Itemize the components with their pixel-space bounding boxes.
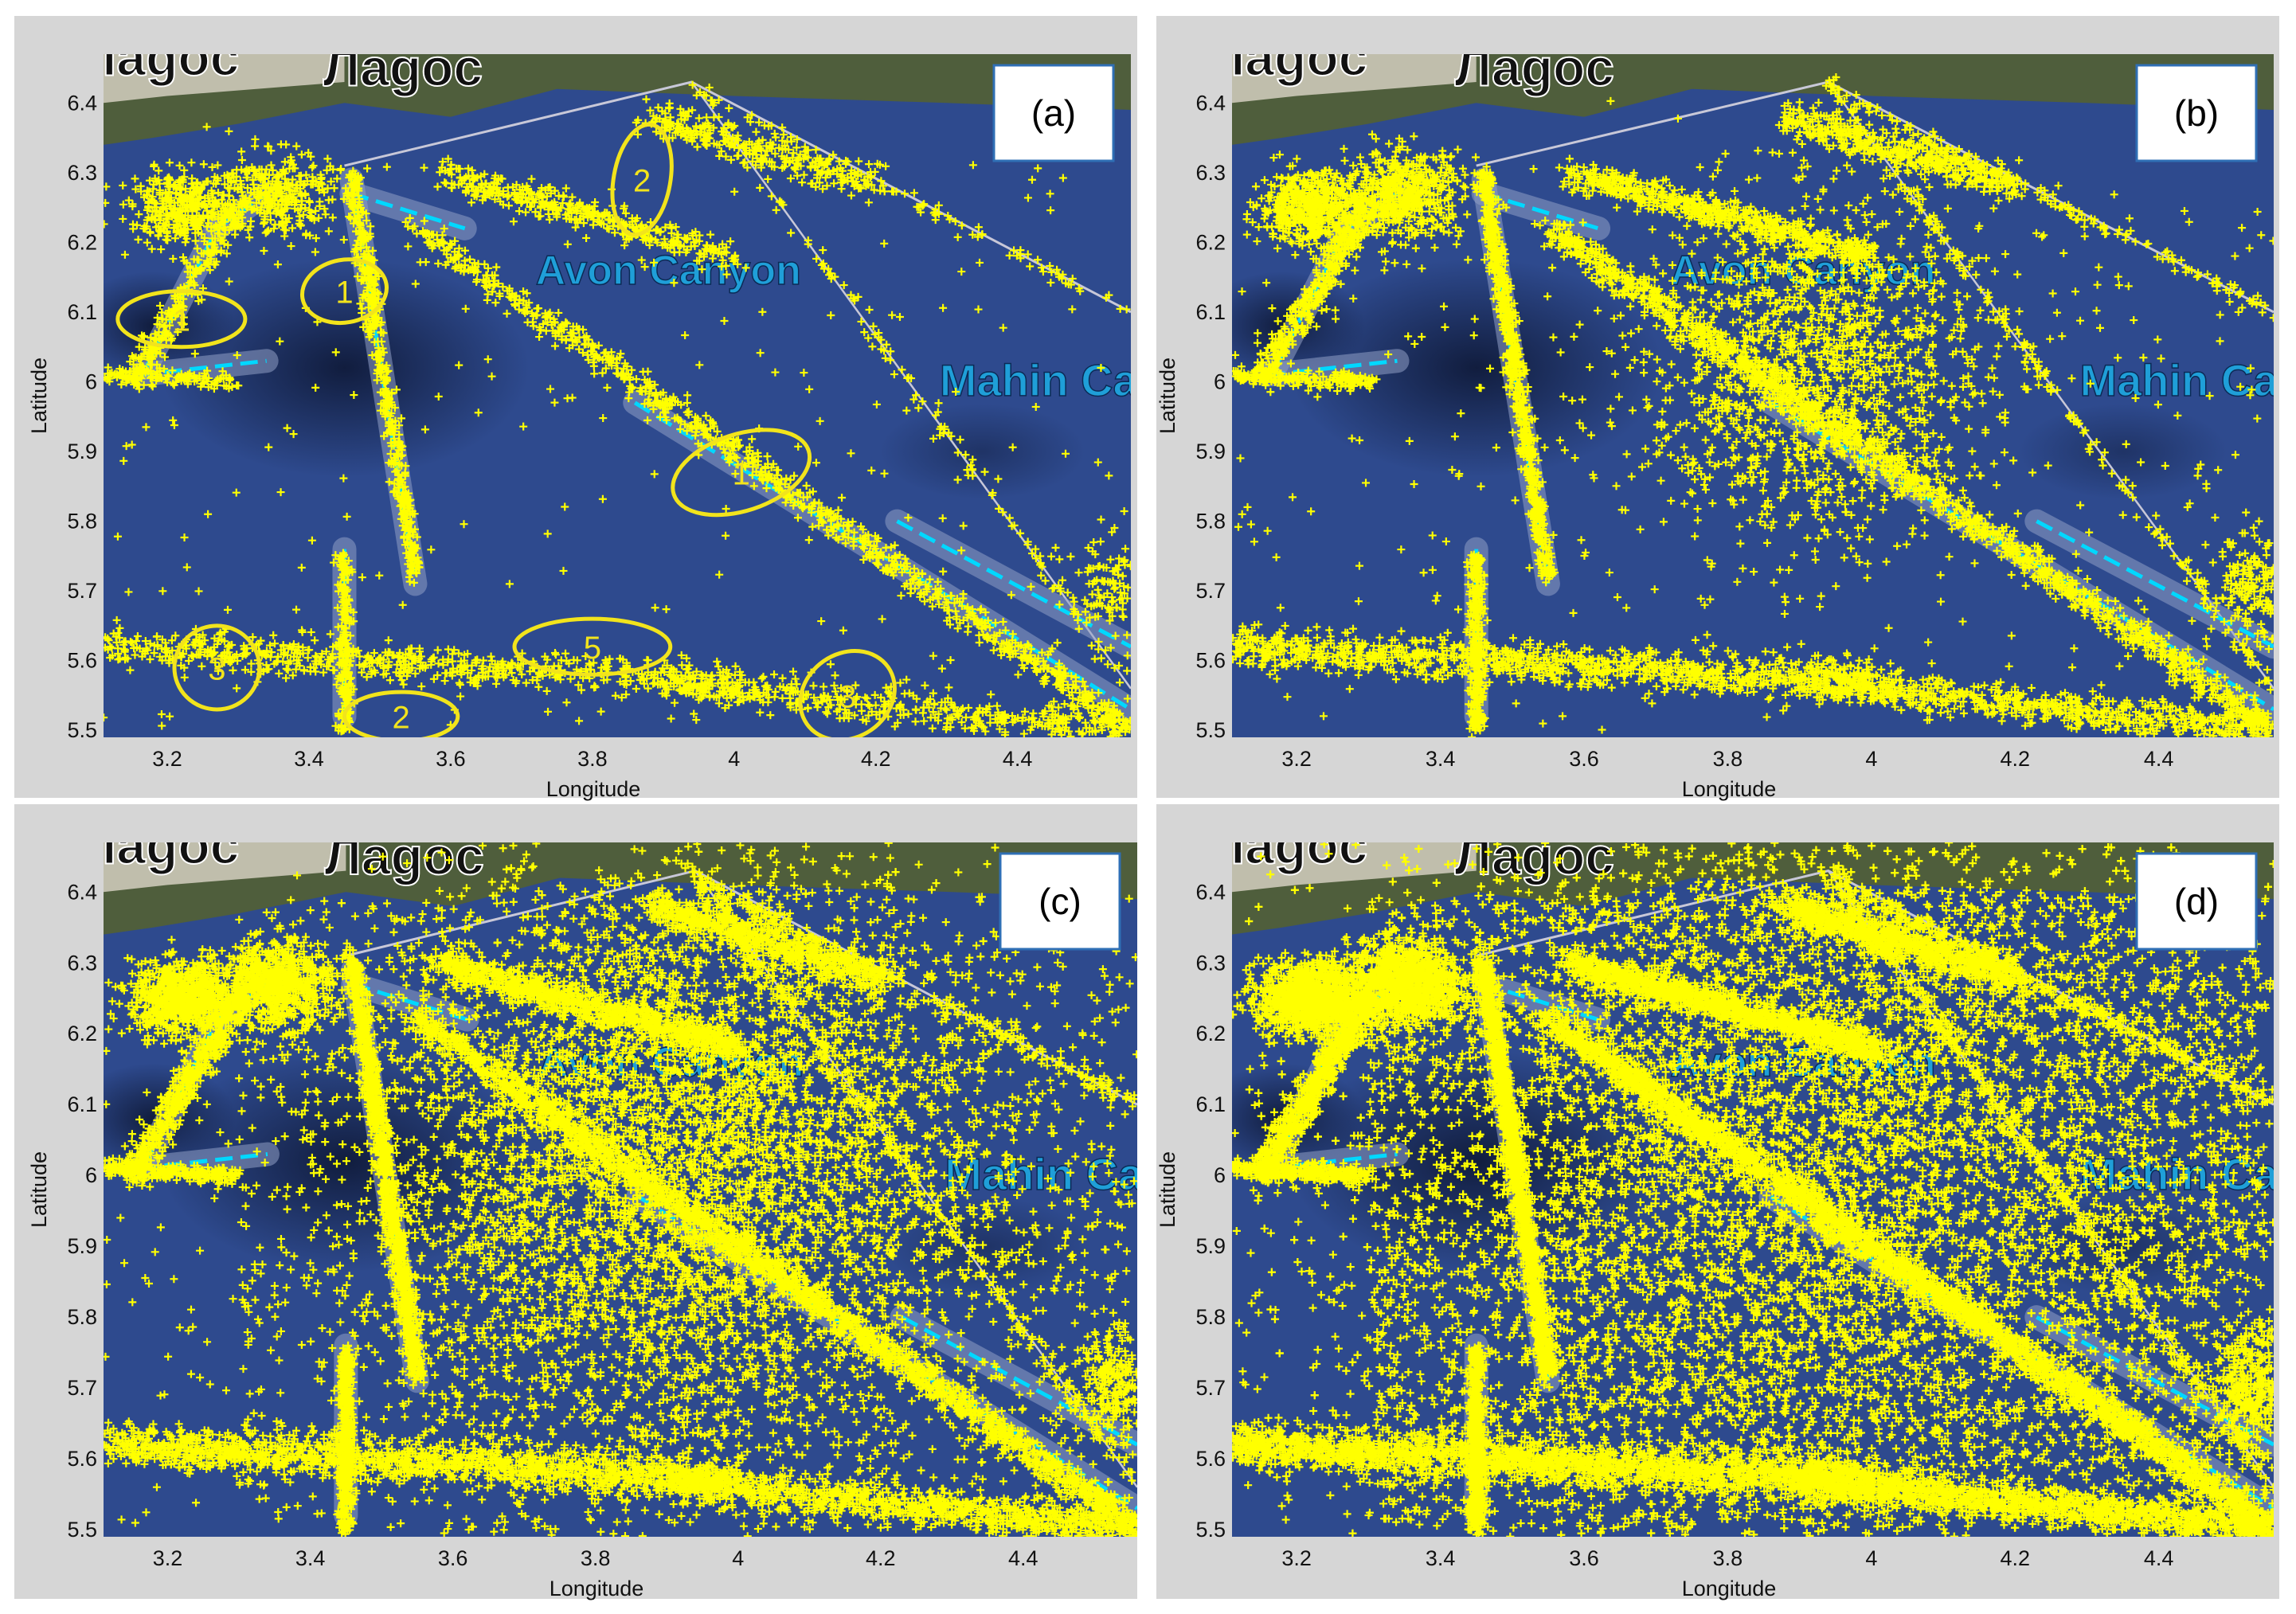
map-label-avon-canyon: Avon Canyon (536, 248, 801, 294)
deep-water-shading (879, 404, 1085, 499)
map-label-mahin-canyon: Mahin Car (940, 355, 1156, 405)
